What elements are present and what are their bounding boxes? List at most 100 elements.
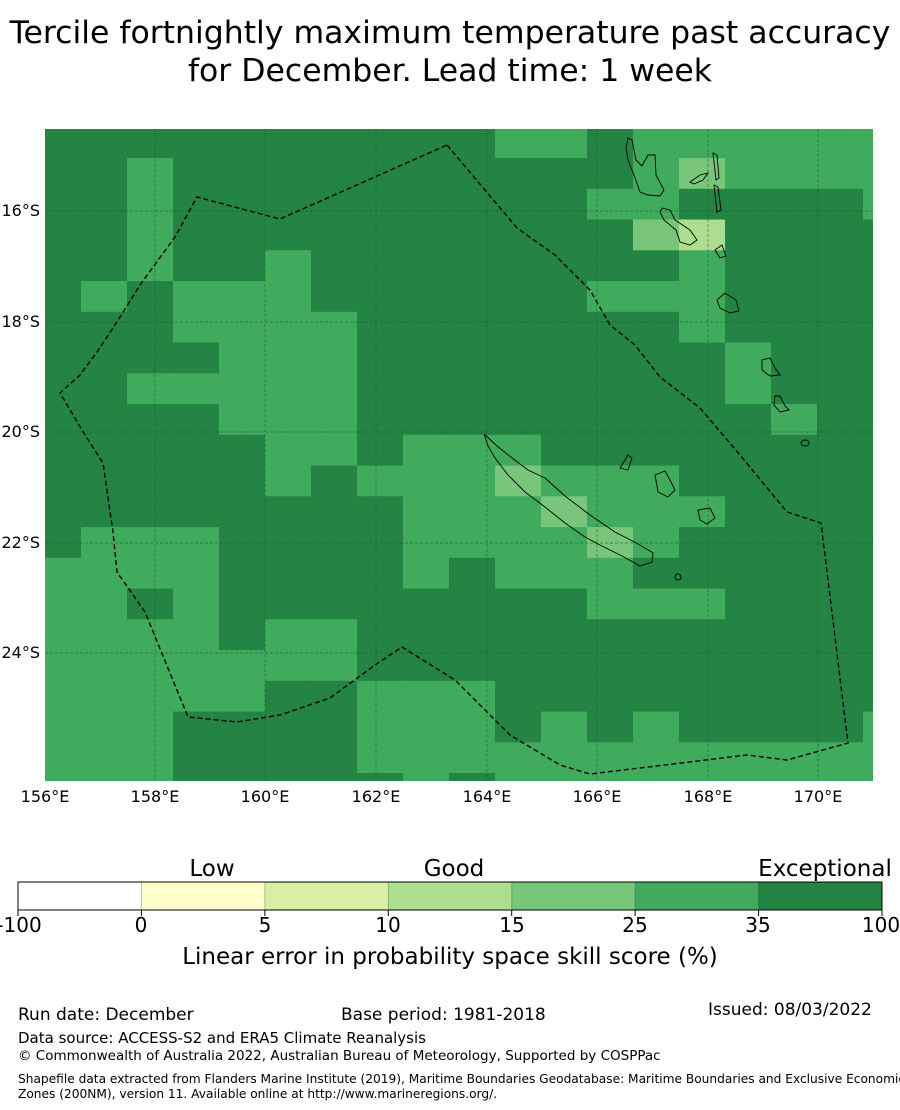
colorbar-bin bbox=[511, 882, 636, 910]
grid-cell bbox=[219, 219, 266, 251]
grid-cell bbox=[311, 557, 358, 590]
grid-cell bbox=[633, 342, 680, 374]
grid-cell bbox=[265, 619, 312, 651]
grid-cell bbox=[817, 588, 864, 620]
grid-cell bbox=[311, 434, 358, 467]
grid-cell bbox=[311, 342, 358, 374]
grid-cell bbox=[81, 250, 128, 282]
grid-cell bbox=[771, 680, 818, 713]
grid-cell bbox=[495, 404, 542, 436]
grid-cell bbox=[219, 680, 266, 713]
grid-cell bbox=[81, 588, 128, 620]
grid-cell bbox=[357, 680, 404, 713]
base-period: Base period: 1981-2018 bbox=[341, 1005, 546, 1025]
grid-cell bbox=[219, 650, 266, 682]
grid-cell bbox=[45, 250, 82, 282]
grid-cell bbox=[771, 650, 818, 682]
grid-cell bbox=[357, 219, 404, 251]
grid-cell bbox=[173, 250, 220, 282]
grid-cell bbox=[173, 588, 220, 620]
colorbar-bin bbox=[141, 882, 265, 910]
grid-cell bbox=[173, 373, 220, 405]
grid-cell bbox=[863, 588, 873, 620]
grid-cell bbox=[679, 404, 726, 436]
grid-cell bbox=[127, 588, 174, 620]
lon-tick: 166°E bbox=[572, 787, 622, 806]
grid-cell bbox=[265, 773, 312, 781]
grid-cell bbox=[127, 188, 174, 221]
grid-cell bbox=[817, 619, 864, 651]
grid-cell bbox=[679, 129, 726, 159]
grid-cell bbox=[81, 711, 128, 743]
grid-cell bbox=[541, 557, 588, 590]
grid-cell bbox=[495, 773, 542, 781]
grid-cell bbox=[265, 588, 312, 620]
grid-cell bbox=[449, 158, 496, 190]
grid-cell bbox=[219, 742, 266, 774]
grid-cell bbox=[863, 129, 873, 159]
grid-cell bbox=[81, 281, 128, 313]
grid-cell bbox=[403, 311, 450, 344]
grid-cell bbox=[127, 711, 174, 743]
grid-cell bbox=[771, 373, 818, 405]
grid-cell bbox=[81, 342, 128, 374]
grid-cell bbox=[219, 465, 266, 497]
grid-cell bbox=[265, 281, 312, 313]
grid-cell bbox=[173, 465, 220, 497]
new-caledonia-outline bbox=[483, 433, 654, 567]
grid-cell bbox=[173, 434, 220, 467]
grid-cell bbox=[45, 373, 82, 405]
eez-boundary bbox=[59, 144, 849, 775]
grid-cell bbox=[127, 650, 174, 682]
colorbar-bin bbox=[635, 882, 759, 910]
grid-cell bbox=[81, 619, 128, 651]
grid-cell bbox=[771, 465, 818, 497]
grid-cell bbox=[679, 680, 726, 713]
grid-cell bbox=[587, 219, 634, 251]
grid-cell bbox=[45, 188, 82, 221]
grid-cell bbox=[633, 404, 680, 436]
grid-cell bbox=[449, 404, 496, 436]
grid-cell bbox=[771, 311, 818, 344]
grid-cell bbox=[127, 129, 174, 159]
grid-cell bbox=[173, 773, 220, 781]
lon-tick: 170°E bbox=[793, 787, 843, 806]
grid-cell bbox=[771, 588, 818, 620]
grid-cell bbox=[81, 527, 128, 559]
grid-cell bbox=[449, 465, 496, 497]
colorbar-label: Linear error in probability space skill … bbox=[182, 944, 718, 970]
grid-cell bbox=[311, 773, 358, 781]
grid-cell bbox=[541, 711, 588, 743]
grid-cell bbox=[679, 619, 726, 651]
grid-cell bbox=[633, 496, 680, 528]
grid-cell bbox=[679, 773, 726, 781]
grid-cell bbox=[219, 281, 266, 313]
grid-cell bbox=[587, 404, 634, 436]
grid-cell bbox=[725, 588, 772, 620]
grid-cell bbox=[265, 434, 312, 467]
grid-cell bbox=[265, 465, 312, 497]
grid-cell bbox=[219, 496, 266, 528]
grid-cell bbox=[587, 773, 634, 781]
grid-cell bbox=[725, 496, 772, 528]
grid-cell bbox=[449, 188, 496, 221]
grid-cell bbox=[265, 557, 312, 590]
grid-cell bbox=[127, 680, 174, 713]
grid-cell bbox=[725, 311, 772, 344]
grid-cell bbox=[403, 250, 450, 282]
grid-cell bbox=[403, 434, 450, 467]
grid-cell bbox=[725, 129, 772, 159]
grid-cell bbox=[725, 404, 772, 436]
grid-cell bbox=[771, 281, 818, 313]
grid-cell bbox=[495, 373, 542, 405]
grid-cell bbox=[403, 342, 450, 374]
grid-cell bbox=[863, 619, 873, 651]
grid-cell bbox=[725, 281, 772, 313]
grid-cell bbox=[541, 404, 588, 436]
grid-cell bbox=[633, 557, 680, 590]
grid-cell bbox=[45, 711, 82, 743]
grid-cell bbox=[219, 773, 266, 781]
grid-cell bbox=[725, 742, 772, 774]
grid-cell bbox=[587, 342, 634, 374]
grid-cell bbox=[173, 158, 220, 190]
